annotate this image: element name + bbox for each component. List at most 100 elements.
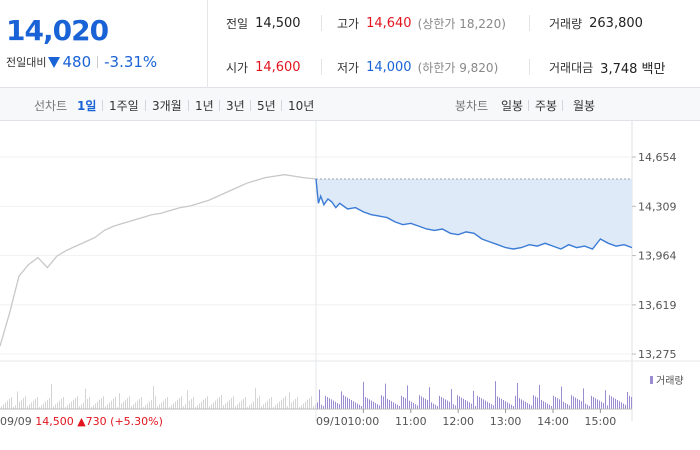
- volume-bar: [629, 395, 630, 409]
- today-price-area: [316, 179, 632, 249]
- volume-bar: [65, 407, 66, 409]
- volume-bar: [131, 406, 132, 409]
- volume-bar: [417, 405, 418, 409]
- divider: [321, 59, 322, 75]
- volume-bar: [117, 407, 118, 409]
- y-tick-label: 13,275: [638, 348, 677, 361]
- divider: [145, 100, 146, 111]
- tab-3-years[interactable]: 3년: [226, 99, 245, 113]
- volume-bar: [105, 406, 106, 409]
- volume-bar: [269, 398, 270, 409]
- volume-bar: [15, 405, 16, 409]
- volume-bar: [397, 404, 398, 409]
- current-price: 14,020: [6, 14, 109, 47]
- tab-3-months[interactable]: 3개월: [152, 99, 182, 113]
- volume-bar: [329, 398, 330, 409]
- volume-bar: [317, 402, 318, 409]
- volume-bar: [121, 403, 122, 409]
- volume-bar: [449, 401, 450, 409]
- low-stat: 저가 14,000 (하한가 9,820): [337, 57, 498, 77]
- volume-bar: [615, 398, 616, 409]
- x-tick-label: 13:00: [490, 415, 522, 428]
- volume-bar: [591, 395, 592, 409]
- volume-bar: [519, 398, 520, 409]
- divider: [102, 100, 103, 111]
- volume-bar: [439, 395, 440, 409]
- tab-monthly-candle[interactable]: 월봉: [573, 99, 596, 113]
- volume-bar: [73, 399, 74, 409]
- volume-bar: [273, 407, 274, 409]
- volume-bar: [515, 395, 516, 409]
- volume-bar: [21, 399, 22, 409]
- volume-bar: [191, 398, 192, 409]
- volume-bar: [477, 395, 478, 409]
- change-rate: -3.31%: [104, 53, 158, 71]
- volume-bar: [219, 397, 220, 409]
- volume-bar: [565, 403, 566, 409]
- volume-bar: [411, 401, 412, 409]
- volume-bar: [237, 404, 238, 409]
- volume-bar: [295, 398, 296, 409]
- volume-bar: [349, 398, 350, 409]
- volume-bar: [627, 392, 628, 409]
- volume-label: 거래량: [549, 16, 583, 31]
- tab-1-week[interactable]: 1주일: [109, 99, 139, 113]
- volume-bar: [595, 398, 596, 409]
- prev-day-info: 09/09 14,500 ▲730 (+5.30%): [0, 415, 163, 428]
- volume-bar: [77, 396, 78, 409]
- volume-bar: [583, 388, 584, 409]
- volume-bar: [413, 403, 414, 409]
- volume-bar: [501, 398, 502, 409]
- volume-bar: [193, 397, 194, 409]
- volume-bar: [365, 397, 366, 409]
- volume-bar: [315, 404, 316, 409]
- volume-bar: [561, 386, 562, 409]
- volume-bar: [535, 396, 536, 409]
- volume-legend-swatch: [650, 376, 653, 384]
- volume-bar: [385, 383, 386, 409]
- volume-bar: [293, 400, 294, 409]
- volume-bar: [581, 401, 582, 409]
- volume-bar: [523, 400, 524, 409]
- volume-bar: [451, 389, 452, 409]
- volume-bar: [497, 396, 498, 409]
- volume-bar: [569, 405, 570, 409]
- volume-bar: [291, 402, 292, 409]
- volume-bar: [85, 388, 86, 409]
- tab-daily-candle[interactable]: 일봉: [501, 99, 524, 113]
- x-tick-label: 12:00: [442, 415, 474, 428]
- candle-chart-label: 봉차트: [455, 99, 489, 113]
- volume-bar: [223, 405, 224, 409]
- volume-bar: [177, 399, 178, 409]
- volume-bar: [267, 400, 268, 409]
- volume-bar: [155, 396, 156, 409]
- volume-bar: [129, 396, 130, 409]
- tab-weekly-candle[interactable]: 주봉: [535, 99, 558, 113]
- tab-10-years[interactable]: 10년: [288, 99, 315, 113]
- volume-bar: [35, 398, 36, 409]
- low-label: 저가: [337, 60, 360, 75]
- volume-bar: [95, 403, 96, 409]
- volume-bar: [205, 398, 206, 409]
- volume-bar: [277, 403, 278, 409]
- volume-bar: [435, 404, 436, 409]
- tab-1-year[interactable]: 1년: [195, 99, 214, 113]
- volume-bar: [321, 404, 322, 409]
- volume-bar: [259, 396, 260, 409]
- open-stat: 시가 14,600: [226, 57, 301, 77]
- divider: [250, 100, 251, 111]
- volume-bar: [109, 402, 110, 409]
- tab-5-years[interactable]: 5년: [257, 99, 276, 113]
- volume-bar: [589, 406, 590, 409]
- volume-bar: [133, 404, 134, 409]
- low-value: 14,000: [366, 59, 412, 75]
- volume-bar: [79, 406, 80, 409]
- x-tick-label: 15:00: [585, 415, 617, 428]
- volume-bar: [423, 397, 424, 409]
- divider: [188, 100, 189, 111]
- volume-bar: [161, 402, 162, 409]
- volume-bar: [379, 405, 380, 409]
- volume-bar: [377, 404, 378, 409]
- tab-1-day[interactable]: 1일: [77, 99, 97, 113]
- volume-bar: [231, 398, 232, 409]
